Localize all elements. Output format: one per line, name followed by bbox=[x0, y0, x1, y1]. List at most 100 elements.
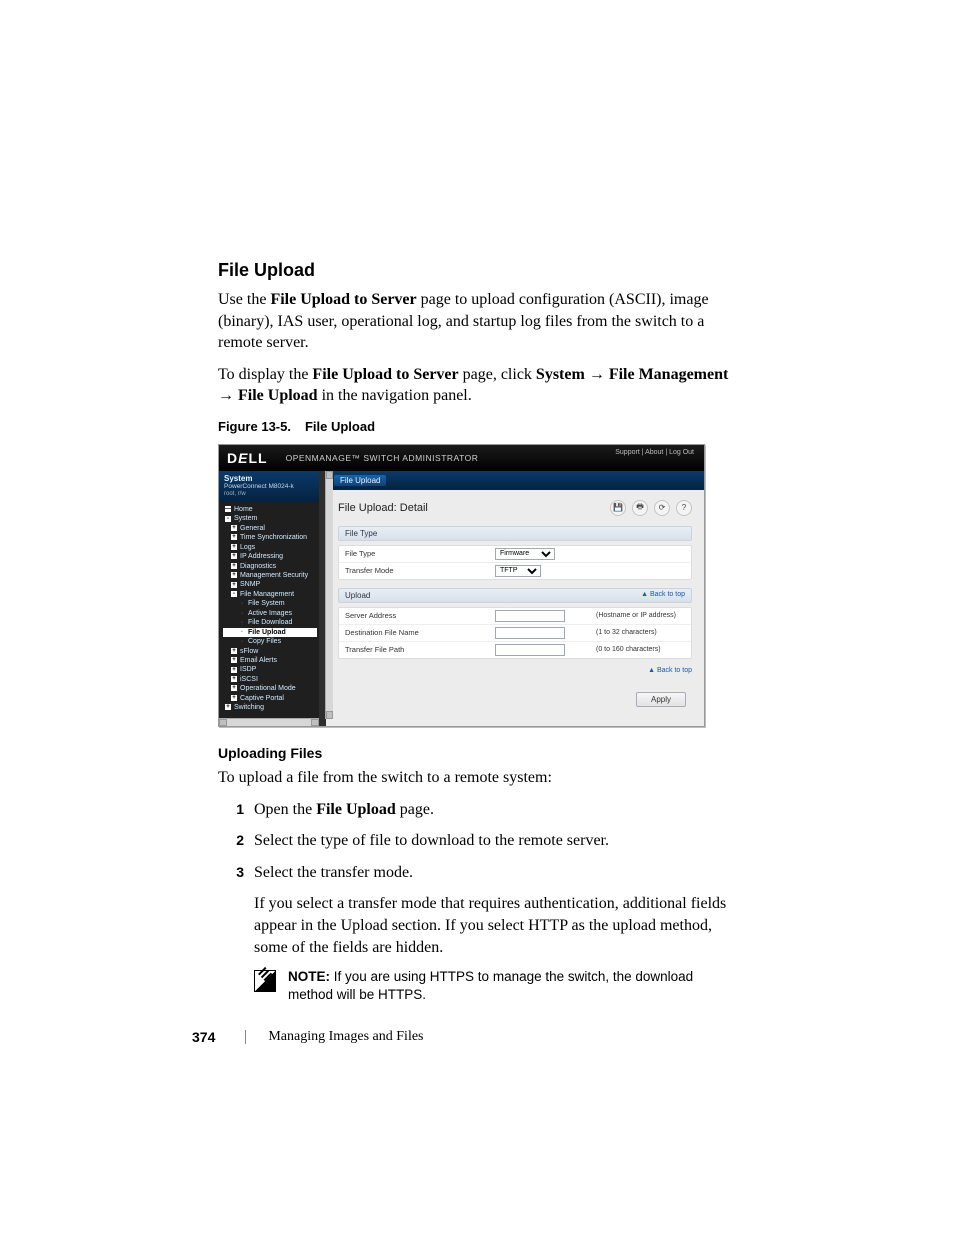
expand-icon[interactable]: — bbox=[225, 506, 231, 512]
transfer-mode-select[interactable]: TFTP bbox=[495, 565, 590, 577]
nav-item[interactable]: ·File Download bbox=[223, 618, 317, 627]
label: Transfer File Path bbox=[345, 645, 495, 654]
label: File Type bbox=[345, 549, 495, 558]
page-footer: 374 Managing Images and Files bbox=[192, 1029, 424, 1045]
expand-icon[interactable]: + bbox=[231, 572, 237, 578]
expand-icon[interactable]: + bbox=[231, 695, 237, 701]
breadcrumb-tab[interactable]: File Upload bbox=[334, 475, 386, 486]
expand-icon[interactable]: + bbox=[231, 667, 237, 673]
refresh-icon[interactable]: ⟳ bbox=[654, 500, 670, 516]
nav-item[interactable]: -File Management bbox=[223, 590, 317, 599]
step-number: 3 bbox=[218, 862, 254, 884]
label: Server Address bbox=[345, 611, 495, 620]
expand-icon[interactable]: - bbox=[231, 591, 237, 597]
nav-item[interactable]: —Home bbox=[223, 505, 317, 514]
select[interactable]: TFTP bbox=[495, 565, 541, 577]
step-number: 2 bbox=[218, 830, 254, 852]
row-transfer-mode: Transfer Mode TFTP bbox=[339, 563, 691, 579]
expand-icon[interactable]: + bbox=[231, 553, 237, 559]
step-2: 2 Select the type of file to download to… bbox=[218, 830, 736, 852]
group-title: Upload bbox=[345, 591, 370, 600]
nav-item-label: Management Security bbox=[240, 572, 308, 579]
hint: (0 to 160 characters) bbox=[590, 646, 661, 653]
nav-tree[interactable]: System PowerConnect M8024-k root, r/w —H… bbox=[219, 471, 319, 726]
expand-icon[interactable]: + bbox=[231, 648, 237, 654]
dest-file-name-input[interactable] bbox=[495, 627, 565, 639]
expand-icon[interactable]: + bbox=[231, 563, 237, 569]
nav-paragraph: To display the File Upload to Server pag… bbox=[218, 364, 736, 407]
nav-item[interactable]: -System bbox=[223, 514, 317, 523]
help-icon[interactable]: ? bbox=[676, 500, 692, 516]
panel-toolbar: 💾 🖶 ⟳ ? bbox=[610, 500, 692, 516]
expand-icon[interactable]: + bbox=[231, 534, 237, 540]
app-title: OPENMANAGE™ SWITCH ADMINISTRATOR bbox=[286, 453, 479, 463]
scrollbar-vertical[interactable] bbox=[325, 471, 333, 719]
nav-item[interactable]: +iSCSI bbox=[223, 675, 317, 684]
header-links[interactable]: Support | About | Log Out bbox=[615, 449, 694, 456]
nav-item[interactable]: +Operational Mode bbox=[223, 684, 317, 693]
nav-item[interactable]: ·File Upload bbox=[223, 628, 317, 637]
step-text: Select the type of file to download to t… bbox=[254, 830, 736, 852]
step-3: 3 Select the transfer mode. bbox=[218, 862, 736, 884]
server-address-input[interactable] bbox=[495, 610, 565, 622]
nav-item[interactable]: +Diagnostics bbox=[223, 562, 317, 571]
nav-item[interactable]: ·File System bbox=[223, 599, 317, 608]
nav-item[interactable]: +sFlow bbox=[223, 647, 317, 656]
nav-item[interactable]: ·Active Images bbox=[223, 609, 317, 618]
scrollbar-horizontal[interactable] bbox=[219, 718, 319, 726]
file-type-select[interactable]: Firmware bbox=[495, 548, 590, 560]
expand-icon[interactable]: + bbox=[225, 704, 231, 710]
app-body: System PowerConnect M8024-k root, r/w —H… bbox=[219, 471, 704, 726]
text-bold: File Upload to Server bbox=[270, 291, 416, 308]
footer-divider bbox=[245, 1030, 246, 1044]
text: in the navigation panel. bbox=[318, 387, 472, 404]
expand-icon[interactable]: + bbox=[231, 525, 237, 531]
print-icon[interactable]: 🖶 bbox=[632, 500, 648, 516]
expand-icon[interactable]: + bbox=[231, 582, 237, 588]
nav-item-label: Copy Files bbox=[248, 638, 281, 645]
text: Open the bbox=[254, 801, 316, 818]
nav-item[interactable]: +IP Addressing bbox=[223, 552, 317, 561]
nav-item[interactable]: +Management Security bbox=[223, 571, 317, 580]
expand-icon[interactable]: + bbox=[231, 676, 237, 682]
expand-icon[interactable]: + bbox=[231, 685, 237, 691]
step-1: 1 Open the File Upload page. bbox=[218, 799, 736, 821]
nav-item-label: iSCSI bbox=[240, 676, 258, 683]
nav-item[interactable]: +Logs bbox=[223, 543, 317, 552]
nav-item[interactable]: +Email Alerts bbox=[223, 656, 317, 665]
back-to-top-link[interactable]: ▲ Back to top bbox=[641, 591, 685, 598]
figure-title: File Upload bbox=[305, 419, 375, 434]
nav-header-title: System bbox=[224, 474, 314, 483]
nav-item[interactable]: +Captive Portal bbox=[223, 694, 317, 703]
figure-screenshot: DELL OPENMANAGE™ SWITCH ADMINISTRATOR Su… bbox=[218, 444, 705, 727]
text-bold: File Upload to Server bbox=[312, 366, 458, 383]
transfer-path-input[interactable] bbox=[495, 644, 565, 656]
nav-item[interactable]: ·Copy Files bbox=[223, 637, 317, 646]
group-filetype: File Type Firmware Transfer Mode TFTP bbox=[338, 545, 692, 580]
nav-item[interactable]: +Switching bbox=[223, 703, 317, 712]
select[interactable]: Firmware bbox=[495, 548, 555, 560]
nav-item[interactable]: +ISDP bbox=[223, 665, 317, 674]
note-icon bbox=[254, 970, 276, 992]
nav-item-label: Email Alerts bbox=[240, 657, 277, 664]
nav-item[interactable]: +SNMP bbox=[223, 580, 317, 589]
steps-list: 1 Open the File Upload page. 2 Select th… bbox=[218, 799, 736, 884]
figure-caption: Figure 13-5.File Upload bbox=[218, 419, 736, 434]
panel-title-row: File Upload: Detail 💾 🖶 ⟳ ? bbox=[338, 500, 692, 516]
back-to-top-link[interactable]: ▲ Back to top bbox=[648, 667, 692, 674]
apply-button[interactable]: Apply bbox=[636, 692, 686, 707]
expand-icon[interactable]: - bbox=[225, 516, 231, 522]
arrow: → bbox=[585, 366, 609, 383]
nav-item-label: File Download bbox=[248, 619, 292, 626]
nav-header-user: root, r/w bbox=[224, 491, 314, 497]
nav-header: System PowerConnect M8024-k root, r/w bbox=[219, 471, 319, 502]
panel-title: File Upload: Detail bbox=[338, 502, 428, 514]
text-bold: System bbox=[536, 366, 585, 383]
nav-item[interactable]: +Time Synchronization bbox=[223, 533, 317, 542]
expand-icon[interactable]: + bbox=[231, 657, 237, 663]
save-icon[interactable]: 💾 bbox=[610, 500, 626, 516]
label: Transfer Mode bbox=[345, 566, 495, 575]
expand-icon[interactable]: + bbox=[231, 544, 237, 550]
step-number: 1 bbox=[218, 799, 254, 821]
nav-item[interactable]: +General bbox=[223, 524, 317, 533]
